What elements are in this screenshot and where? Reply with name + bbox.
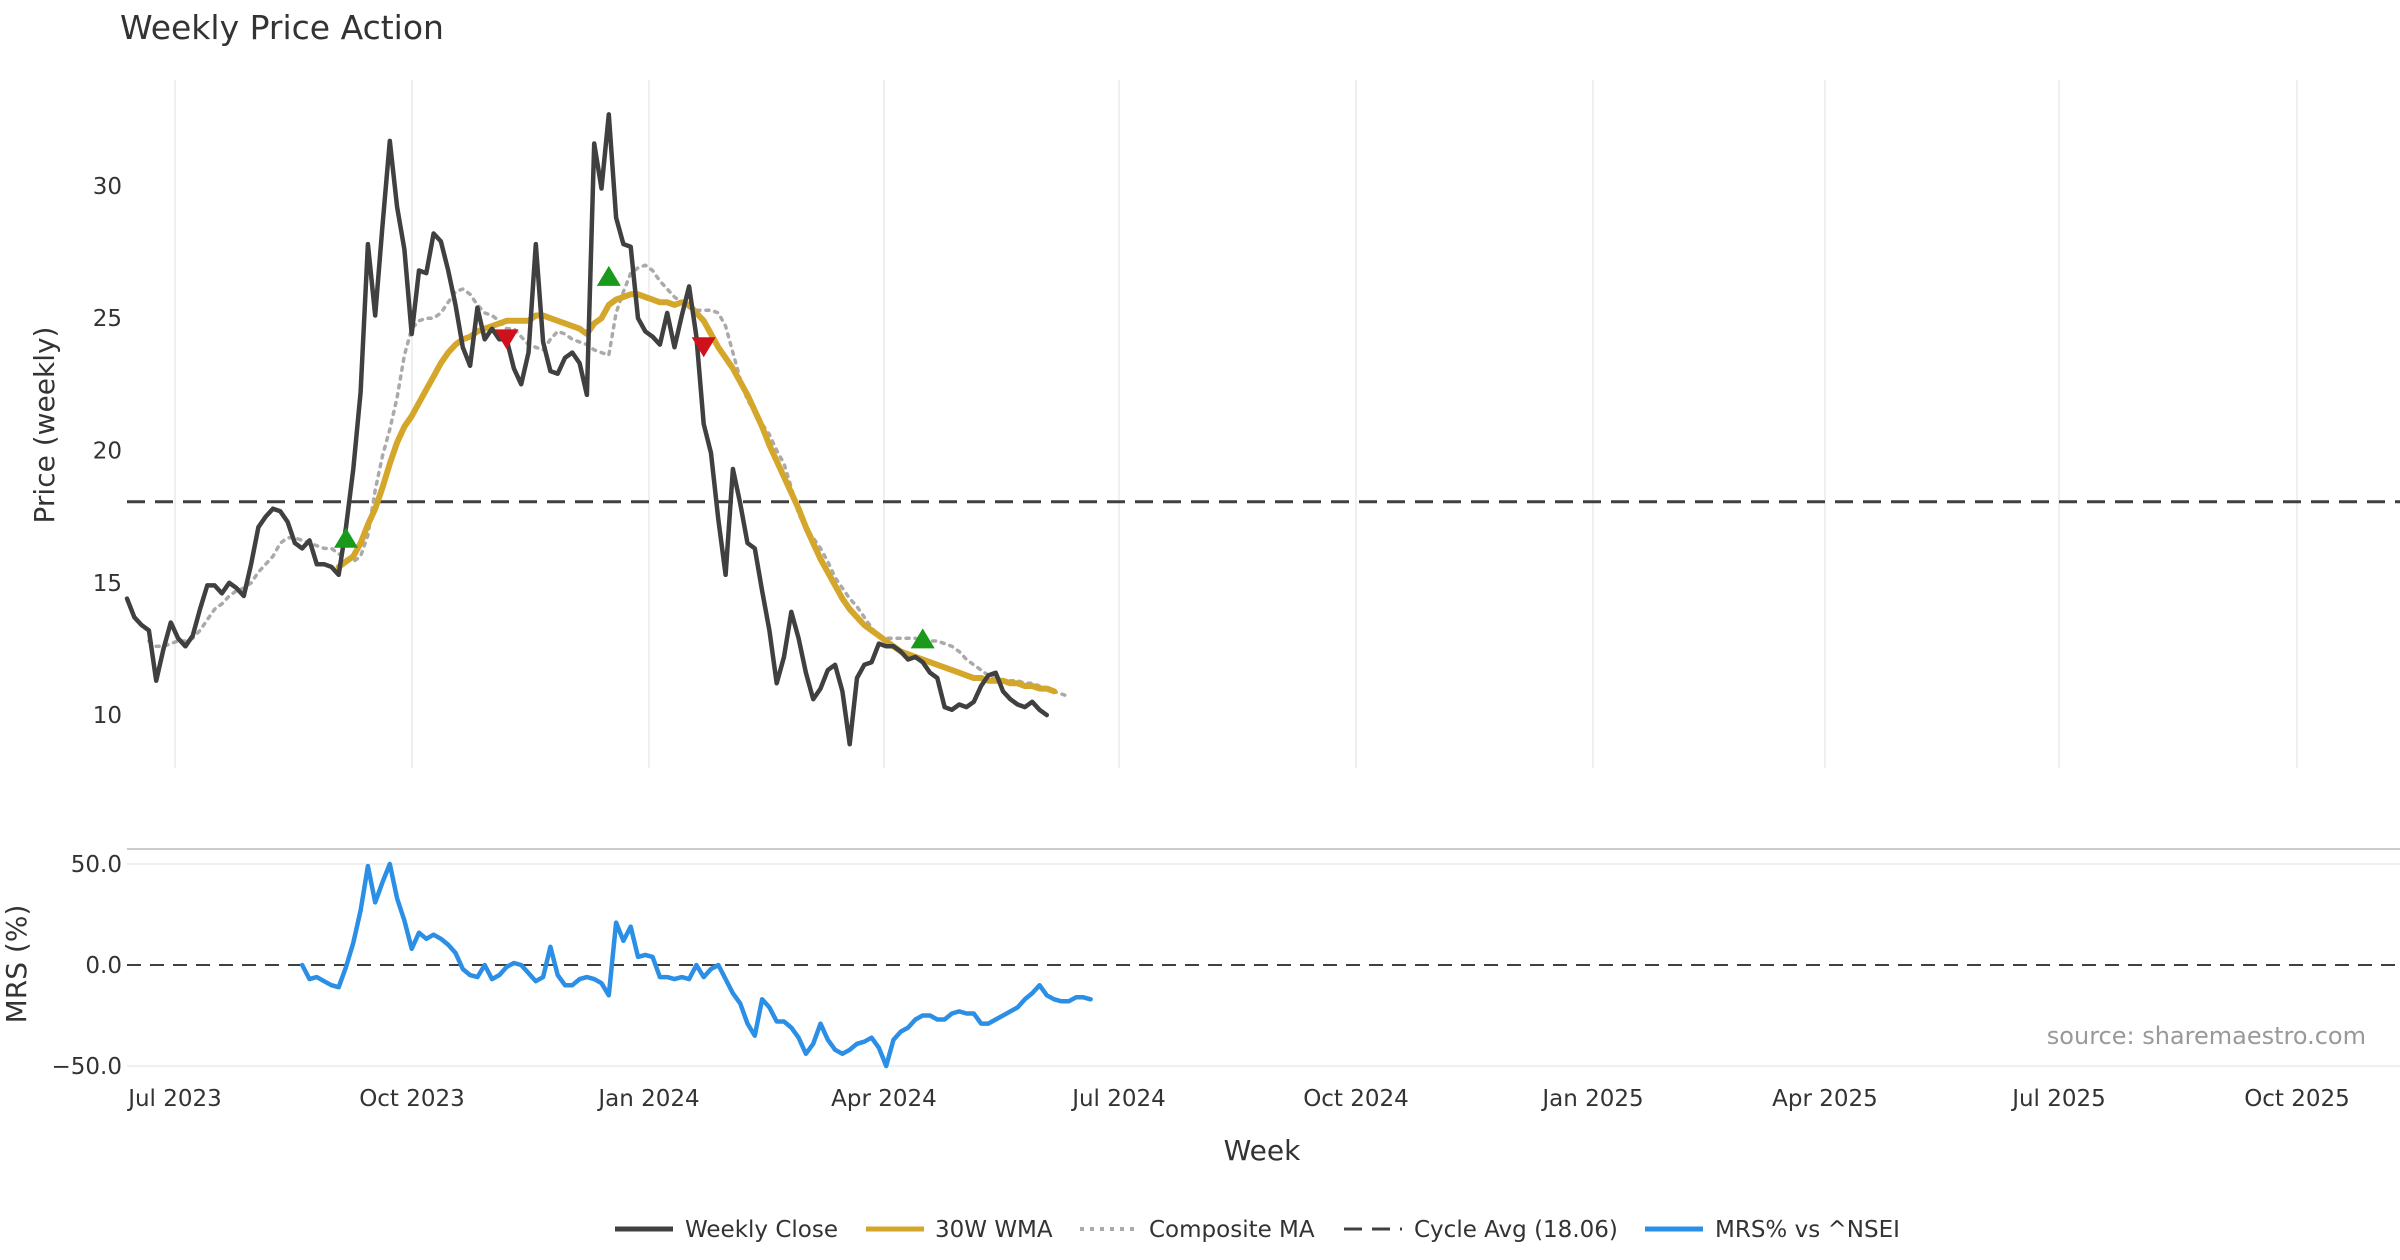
mrs-y-ticks: 50.0 0.0 −50.0	[52, 852, 122, 1080]
x-tick-label: Oct 2024	[1303, 1086, 1409, 1112]
mrs-ytick-label: −50.0	[52, 1054, 122, 1080]
x-tick-label: Jan 2024	[596, 1086, 699, 1112]
series-mrs-vs-nsei	[299, 861, 1093, 1069]
x-axis-label: Week	[1224, 1134, 1301, 1167]
mrs-ytick-label: 50.0	[71, 852, 122, 878]
price-ytick-label: 30	[93, 174, 122, 200]
price-y-ticks: 10 15 20 25 30	[93, 174, 122, 729]
sell-marker-0	[494, 329, 519, 350]
series-weekly-close	[124, 112, 1050, 747]
buy-marker-2	[910, 628, 935, 649]
legend-label-composite-ma: Composite MA	[1149, 1217, 1315, 1243]
x-tick-label: Oct 2025	[2244, 1086, 2350, 1112]
legend-label-mrs-vs-nsei: MRS% vs ^NSEI	[1715, 1217, 1900, 1243]
legend-label-30w-wma: 30W WMA	[935, 1217, 1053, 1243]
legend-label-weekly-close: Weekly Close	[685, 1217, 838, 1243]
mrs-ytick-label: 0.0	[85, 953, 122, 979]
price-y-axis-label: Price (weekly)	[28, 327, 61, 524]
source-watermark: source: sharemaestro.com	[2047, 1022, 2366, 1050]
price-ytick-label: 20	[93, 438, 122, 464]
price-grid	[174, 80, 2298, 768]
x-tick-label: Jul 2023	[126, 1086, 222, 1112]
x-tick-label: Jul 2024	[1070, 1086, 1166, 1112]
mrs-grid	[127, 863, 2400, 1067]
mrs-series-group	[299, 861, 1093, 1069]
x-tick-label: Apr 2024	[831, 1086, 937, 1112]
sell-marker-1	[691, 337, 716, 358]
legend-label-cycle-avg-18-06: Cycle Avg (18.06)	[1414, 1217, 1618, 1243]
series-30w-wma	[335, 291, 1058, 695]
series-composite-ma	[147, 263, 1071, 699]
price-series-group	[124, 112, 1071, 747]
price-ytick-label: 15	[93, 571, 122, 597]
buy-marker-0	[334, 527, 358, 548]
x-tick-label: Jul 2025	[2010, 1086, 2106, 1112]
price-markers-group	[334, 265, 935, 649]
legend: Weekly Close 30W WMA Composite MA Cycle Avg…	[615, 1217, 1900, 1243]
chart-title: Weekly Price Action	[120, 8, 444, 47]
price-ytick-label: 25	[93, 306, 122, 332]
buy-marker-1	[596, 265, 621, 286]
x-tick-label: Apr 2025	[1772, 1086, 1878, 1112]
mrs-y-axis-label: MRS (%)	[0, 905, 33, 1024]
price-ytick-label: 10	[93, 703, 122, 729]
x-ticks: Jul 2023 Oct 2023 Jan 2024 Apr 2024 Jul 2024…	[126, 1086, 2350, 1112]
x-tick-label: Jan 2025	[1540, 1086, 1643, 1112]
x-tick-label: Oct 2023	[359, 1086, 465, 1112]
